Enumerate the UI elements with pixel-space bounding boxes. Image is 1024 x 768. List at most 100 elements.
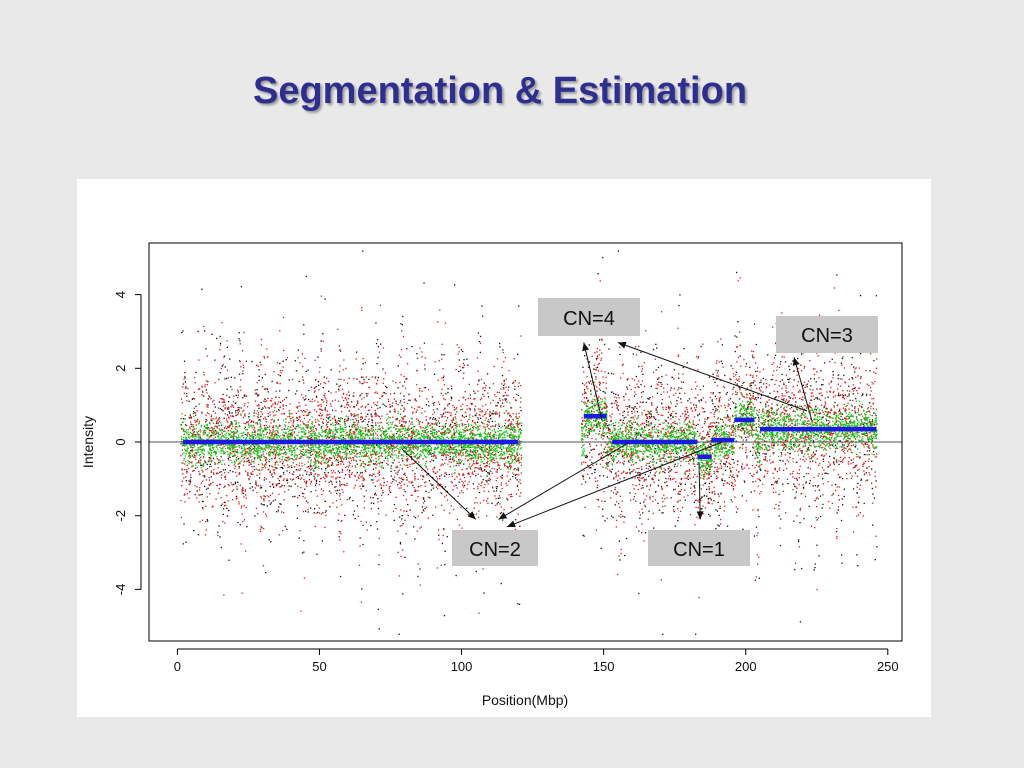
data-point [399, 543, 402, 545]
data-point [747, 436, 749, 438]
data-point [705, 469, 707, 471]
data-point [468, 407, 470, 409]
data-point [327, 425, 329, 428]
data-point [691, 493, 693, 495]
data-point [808, 423, 810, 425]
data-point [652, 478, 654, 481]
data-point [726, 391, 728, 394]
data-point [617, 448, 619, 450]
data-point [365, 490, 367, 492]
data-point [374, 415, 376, 417]
data-point [241, 455, 243, 458]
data-point [336, 421, 338, 423]
data-point [664, 433, 666, 436]
data-point [378, 564, 380, 566]
data-point [262, 453, 265, 455]
data-point [823, 455, 825, 457]
data-point [806, 449, 809, 451]
data-point [242, 397, 244, 399]
data-point [627, 405, 629, 408]
data-point [703, 494, 706, 497]
data-point [475, 451, 477, 453]
data-point [362, 420, 365, 422]
data-point [380, 453, 383, 455]
data-point [443, 528, 445, 530]
data-point [381, 455, 383, 458]
data-point [429, 461, 431, 463]
data-point [760, 381, 762, 383]
data-point [199, 448, 201, 451]
data-point [620, 548, 622, 550]
data-point [369, 437, 371, 440]
data-point [657, 502, 659, 505]
data-point [447, 388, 449, 390]
data-point [600, 412, 603, 415]
data-point [463, 372, 465, 374]
data-point [229, 358, 231, 360]
data-point [278, 409, 280, 411]
data-point [849, 390, 851, 392]
data-point [424, 410, 426, 413]
data-point [346, 452, 348, 455]
data-point [735, 469, 738, 471]
data-point [629, 436, 631, 438]
data-point [635, 433, 638, 435]
data-point [619, 559, 621, 561]
data-point [816, 371, 818, 373]
data-point [509, 424, 511, 426]
data-point [289, 433, 291, 435]
data-point [589, 477, 591, 479]
data-point [805, 481, 807, 483]
data-point [844, 394, 846, 396]
data-point [757, 397, 759, 399]
data-point [263, 425, 265, 427]
data-point [476, 502, 478, 504]
data-point [345, 458, 348, 460]
data-point [226, 426, 229, 428]
data-point [204, 386, 206, 388]
data-point [184, 377, 186, 379]
data-point [328, 413, 331, 416]
data-point [759, 371, 761, 373]
data-point [583, 392, 586, 394]
data-point [841, 446, 843, 448]
data-point [743, 396, 746, 398]
data-point [396, 431, 398, 433]
data-point [679, 493, 681, 495]
data-point [516, 484, 519, 487]
data-point [190, 461, 192, 464]
data-point [337, 328, 339, 331]
data-point [815, 406, 817, 408]
data-point [863, 462, 865, 464]
data-point [436, 476, 438, 478]
data-point [381, 443, 383, 446]
data-point [221, 447, 223, 449]
data-point [362, 478, 364, 480]
data-point [371, 422, 373, 424]
data-point [466, 408, 468, 410]
data-point [660, 385, 662, 388]
data-point [852, 384, 854, 386]
data-point [376, 528, 379, 530]
data-point [196, 431, 198, 433]
data-point [314, 386, 316, 389]
data-point [674, 420, 676, 423]
data-point [232, 455, 234, 457]
data-point [279, 457, 281, 460]
data-point [677, 516, 680, 519]
data-point [292, 496, 294, 498]
data-point [310, 469, 312, 471]
data-point [381, 462, 384, 464]
data-point [268, 500, 270, 502]
data-point [482, 393, 484, 395]
data-point [267, 356, 269, 358]
data-point [695, 448, 697, 450]
data-point [238, 407, 240, 409]
data-point [784, 439, 787, 442]
data-point [649, 413, 651, 415]
data-point [207, 427, 209, 429]
data-point [619, 346, 621, 348]
data-point [623, 470, 625, 472]
data-point [489, 411, 491, 413]
data-point [261, 408, 263, 410]
